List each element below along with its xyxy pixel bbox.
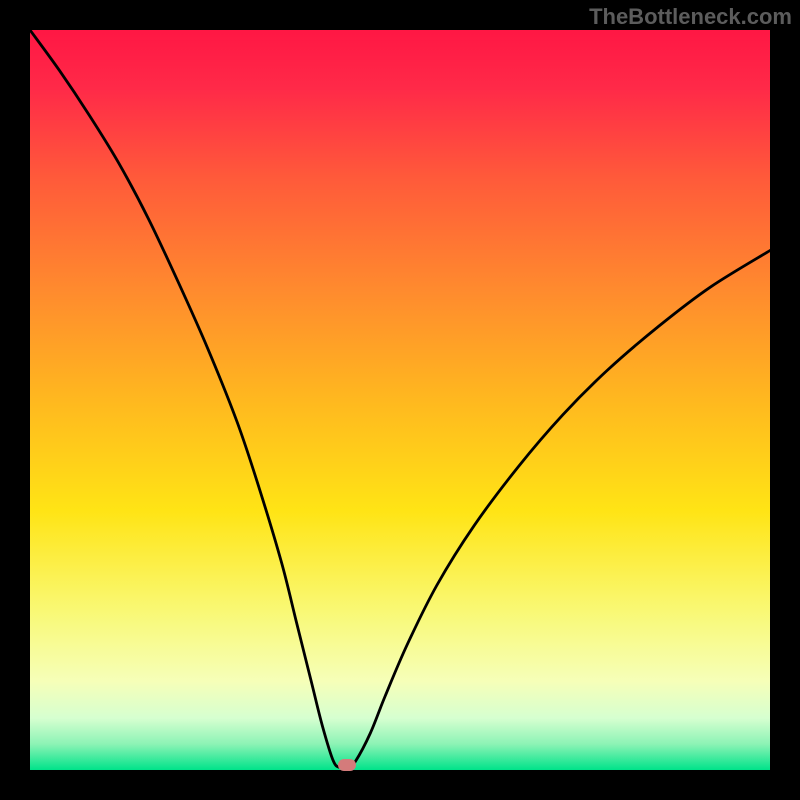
minimum-marker bbox=[338, 759, 356, 771]
chart-container: TheBottleneck.com bbox=[0, 0, 800, 800]
curve-path bbox=[30, 30, 770, 769]
watermark-text: TheBottleneck.com bbox=[589, 4, 792, 30]
curve-svg bbox=[30, 30, 770, 770]
plot-area bbox=[30, 30, 770, 770]
